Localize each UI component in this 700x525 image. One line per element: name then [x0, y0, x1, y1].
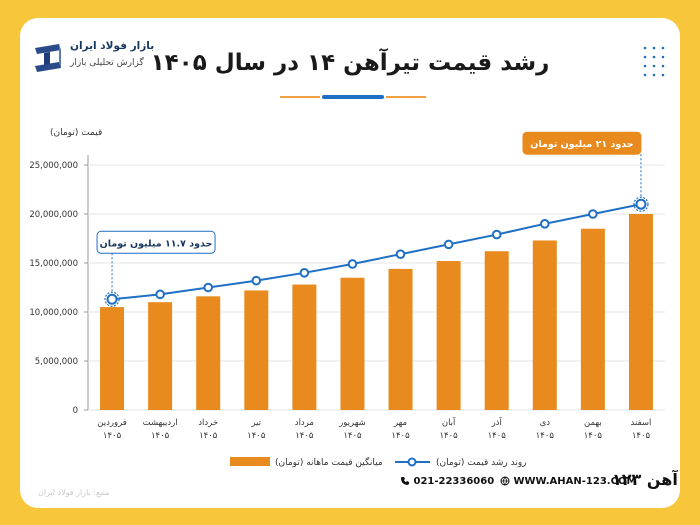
trend-point: [347, 259, 358, 269]
x-tick-label: ۱۴۰۵: [103, 431, 122, 441]
bar: [484, 251, 509, 410]
legend-bar-label: میانگین قیمت ماهانه (تومان): [275, 456, 383, 468]
bar: [388, 268, 413, 410]
bar: [100, 307, 125, 410]
bar: [340, 277, 365, 410]
footer-logo: آهن ۱۲۳: [612, 470, 678, 489]
x-tick-label: اسفند: [631, 418, 652, 428]
globe-icon: [500, 476, 510, 486]
x-tick-label: ۱۴۰۵: [439, 431, 458, 441]
decorative-dots-icon: [643, 46, 665, 77]
steel-beam-logo-icon: [35, 44, 61, 72]
trend-point: [299, 268, 310, 278]
footer-website: WWW.AHAN-123.COM: [500, 476, 636, 487]
bar: [532, 240, 557, 410]
annotation-label: حدود ۱۱.۷ میلیون تومان: [100, 238, 213, 249]
annotation-label: حدود ۲۱ میلیون تومان: [530, 139, 633, 150]
bar: [628, 214, 653, 410]
trend-point: [635, 198, 647, 210]
x-tick-label: آبان: [442, 416, 456, 428]
x-tick-label: فروردین: [97, 418, 127, 428]
trend-point: [106, 293, 118, 305]
y-tick-label: 20,000,000: [29, 210, 78, 220]
x-tick-label: ۱۴۰۵: [488, 431, 507, 441]
x-tick-label: ۱۴۰۵: [632, 431, 651, 441]
y-axis-label: قیمت (تومان): [50, 128, 103, 138]
x-tick-label: ۱۴۰۵: [536, 431, 555, 441]
annotation-box: [96, 230, 216, 254]
trend-point: [443, 239, 454, 250]
x-tick-label: ۱۴۰۵: [151, 431, 170, 441]
title-underline-left: [280, 96, 320, 98]
x-tick-label: دی: [540, 418, 551, 428]
title-underline-right: [386, 96, 426, 98]
legend-line-label: روند رشد قیمت (تومان): [436, 458, 527, 468]
trend-point: [155, 289, 165, 300]
trend-point: [203, 282, 214, 293]
x-tick-label: ۱۴۰۵: [295, 431, 314, 441]
trend-point-halo: [104, 291, 120, 307]
trend-point: [588, 209, 598, 219]
y-tick-label: 5,000,000: [35, 357, 78, 367]
x-tick-label: آذر: [491, 416, 503, 428]
bar: [292, 284, 317, 410]
phone-icon: [401, 477, 409, 485]
x-tick-label: ۱۴۰۵: [247, 431, 266, 441]
trend-point: [395, 249, 406, 259]
bar: [148, 302, 173, 410]
x-tick-label: ۱۴۰۵: [199, 431, 218, 441]
trend-point: [539, 219, 550, 229]
trend-point-halo: [633, 196, 649, 212]
x-tick-label: مرداد: [295, 418, 314, 428]
x-tick-label: ۱۴۰۵: [391, 431, 410, 441]
y-tick-label: 25,000,000: [29, 161, 78, 171]
trend-point: [251, 275, 262, 286]
bar: [196, 296, 221, 410]
phone-number: 021-22336060: [413, 476, 495, 487]
y-tick-label: 15,000,000: [29, 259, 78, 269]
x-tick-label: اردیبهشت: [143, 418, 178, 428]
brand-name: بازار فولاد ایران: [70, 40, 155, 52]
x-tick-label: خرداد: [198, 418, 218, 428]
x-tick-label: مهر: [393, 418, 407, 428]
trend-line: [111, 203, 642, 301]
legend-line-marker: [407, 457, 417, 467]
legend-bar-swatch: [230, 457, 270, 466]
chart-title: رشد قیمت تیرآهن ۱۴ در سال ۱۴۰۵: [150, 50, 550, 76]
x-tick-label: تیر: [250, 418, 261, 428]
trend-point: [491, 229, 502, 240]
bar: [436, 261, 461, 410]
brand-subtitle: گزارش تحلیلی بازار: [70, 58, 144, 68]
footer-phone: 021-22336060: [400, 476, 494, 487]
x-tick-label: ۱۴۰۵: [584, 431, 603, 441]
x-tick-label: شهریور: [338, 418, 366, 428]
website-url: WWW.AHAN-123.COM: [513, 476, 637, 487]
x-tick-label: ۱۴۰۵: [343, 431, 362, 441]
annotation-box: [522, 131, 642, 155]
bar: [244, 290, 269, 410]
bar: [580, 228, 605, 410]
x-tick-label: بهمن: [584, 418, 602, 428]
y-tick-label: 0: [73, 406, 78, 416]
y-tick-label: 10,000,000: [29, 308, 78, 318]
source-note: منبع: بازار فولاد ایران: [38, 488, 110, 497]
title-underline-center: [322, 95, 384, 99]
